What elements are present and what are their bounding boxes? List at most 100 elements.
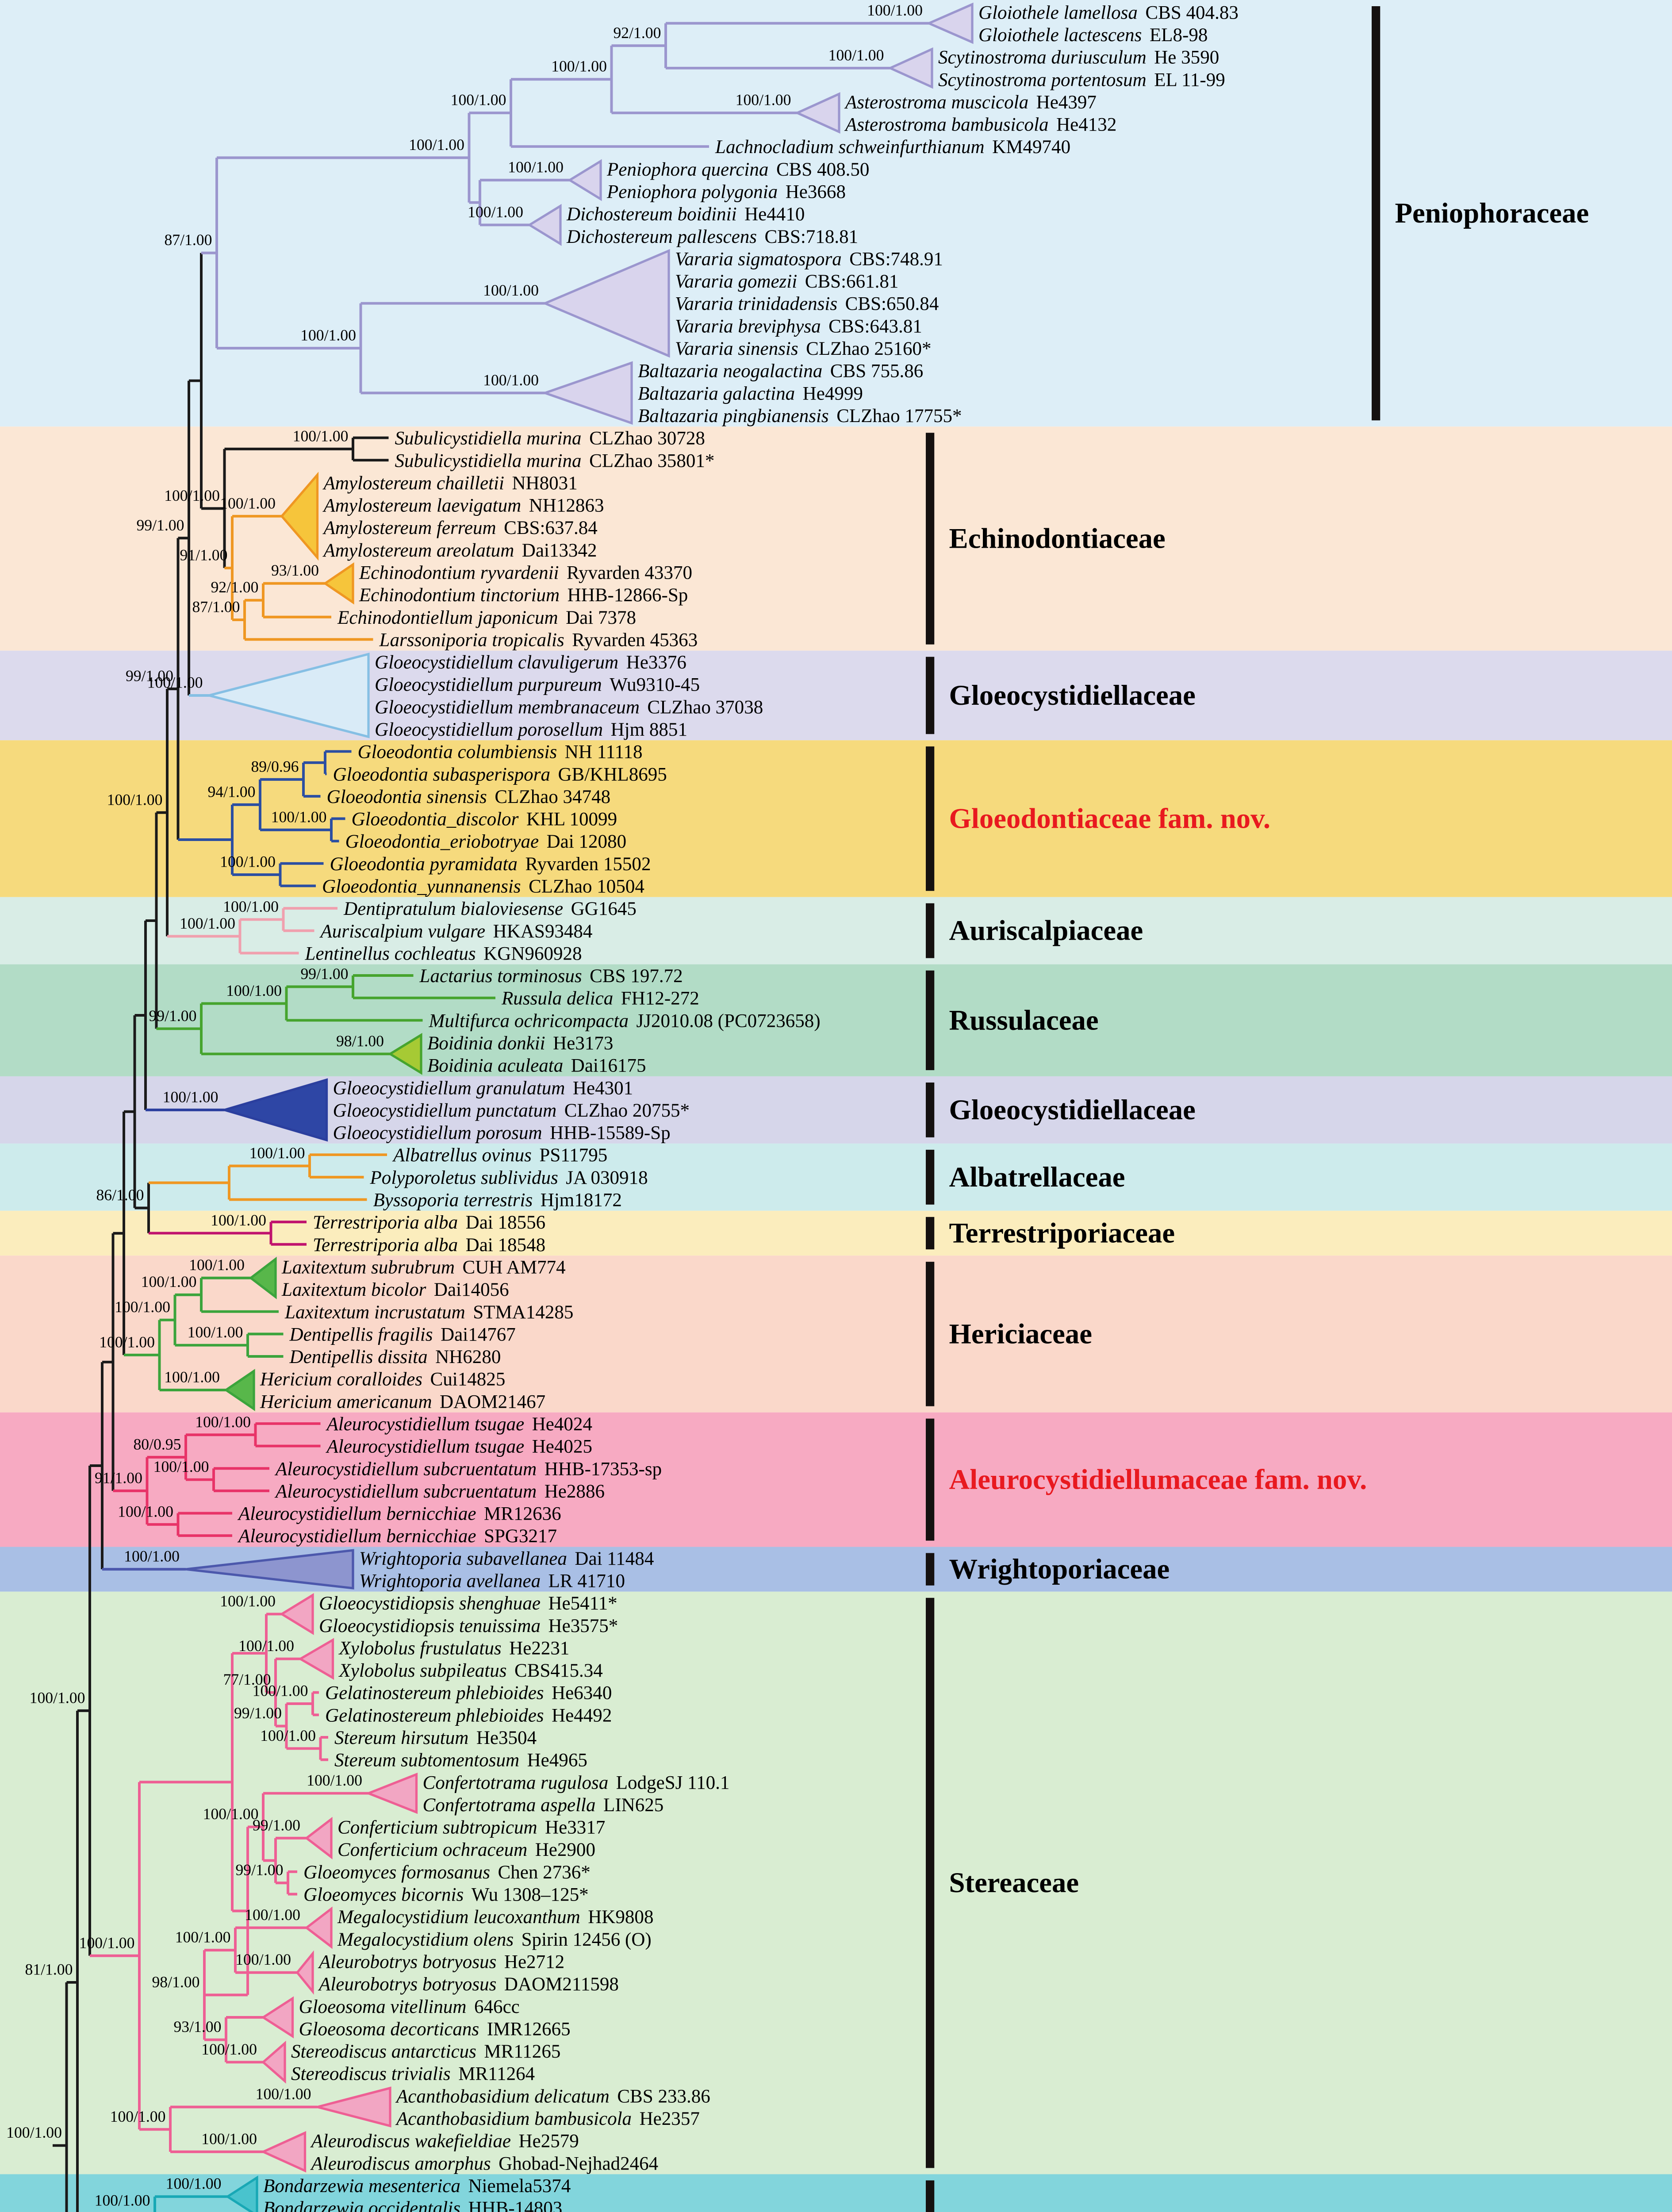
family-label: Peniophoraceae — [1395, 197, 1589, 229]
support-value: 100/1.00 — [220, 494, 276, 512]
collapsed-clade-triangle — [225, 2175, 258, 2212]
collapsed-clade-triangle — [313, 2086, 391, 2128]
support-value: 100/1.00 — [141, 1273, 197, 1290]
support-value: 87/1.00 — [192, 598, 240, 616]
family-band — [0, 1210, 1672, 1256]
collapsed-clade-triangle — [527, 204, 562, 246]
support-value: 100/1.00 — [188, 1323, 243, 1341]
taxon-label: Gloeodontia sinensis CLZhao 34748 — [327, 787, 611, 807]
taxon-label: Aleurodiscus amorphus Ghobad-Nejhad2464 — [310, 2153, 659, 2174]
collapsed-clade-triangle — [224, 1369, 255, 1411]
taxon-label: Aleurobotrys botryosus DAOM211598 — [318, 1974, 619, 1995]
taxon-label: Gloeocystidiellum granulatum He4301 — [333, 1078, 633, 1098]
support-value: 100/1.00 — [220, 1592, 276, 1610]
taxon-label: Lachnocladium schweinfurthianum KM49740 — [715, 137, 1070, 157]
collapsed-clade-triangle — [261, 2040, 286, 2084]
taxon-label: Aleurocystidiellum tsugae He4024 — [326, 1414, 593, 1435]
taxon-label: Vararia breviphysa CBS:643.81 — [675, 316, 922, 337]
collapsed-clade-triangle — [926, 2, 974, 44]
family-bar — [926, 970, 935, 1070]
support-value: 100/1.00 — [271, 808, 327, 826]
taxon-label: Boidinia aculeata Dai16175 — [427, 1056, 646, 1076]
support-value: 99/1.00 — [136, 516, 184, 534]
taxon-label: Wrightoporia avellanea LR 41710 — [359, 1571, 625, 1592]
family-label: Auriscalpiaceae — [949, 915, 1143, 947]
taxon-label: Xylobolus subpileatus CBS415.34 — [338, 1660, 603, 1681]
taxon-label: Amylostereum ferreum CBS:637.84 — [322, 518, 598, 538]
collapsed-clade-triangle — [794, 92, 840, 134]
taxon-label: Baltazaria neogalactina CBS 755.86 — [638, 361, 923, 382]
support-value: 100/1.00 — [180, 914, 235, 932]
taxon-label: Dichostereum pallescens CBS:718.81 — [566, 227, 858, 247]
support-value: 100/1.00 — [220, 853, 276, 871]
taxon-label: Gloiothele lamellosa CBS 404.83 — [978, 2, 1239, 23]
taxon-label: Gloeocystidiellum purpureum Wu9310-45 — [375, 675, 700, 695]
taxon-label: Acanthobasidium bambusicola He2357 — [395, 2108, 700, 2129]
taxon-label: Aleurocystidiellum bernicchiae SPG3217 — [237, 1526, 557, 1547]
support-value: 100/1.00 — [195, 1413, 251, 1431]
family-labels: Peniophoraceae Echinodontiaceae Gloeocysti… — [926, 6, 1589, 2212]
taxon-label: Confertotrama aspella LIN625 — [423, 1795, 664, 1816]
collapsed-clade-triangle — [298, 1638, 334, 1680]
family-bar — [926, 1553, 935, 1586]
taxon-label: Laxitextum subrubrum CUH AM774 — [281, 1257, 566, 1278]
taxon-label: Echinodontium tinctorium HHB-12866-Sp — [359, 585, 688, 606]
taxon-label: Stereum hirsutum He3504 — [334, 1728, 537, 1748]
taxon-label: Boidinia donkii He3173 — [427, 1033, 613, 1054]
family-band — [0, 1412, 1672, 1547]
taxon-label: Gloeodontia_eriobotryae Dai 12080 — [345, 831, 627, 852]
support-value: 100/1.00 — [223, 898, 279, 915]
support-value: 100/1.00 — [483, 281, 539, 299]
family-label: Hericiaceae — [949, 1318, 1093, 1350]
taxon-label: Aleurocystidiellum subcruentatum He2886 — [274, 1481, 605, 1502]
support-value: 100/1.00 — [153, 1458, 209, 1475]
taxon-label: Megalocystidium olens Spirin 12456 (O) — [337, 1929, 652, 1950]
support-value: 99/1.00 — [126, 667, 173, 685]
support-value: 100/1.00 — [249, 1144, 305, 1162]
support-value: 100/1.00 — [147, 673, 203, 691]
family-band — [0, 0, 1672, 427]
support-value: 100/1.00 — [164, 487, 220, 504]
support-value: 100/1.00 — [201, 2130, 257, 2147]
family-band — [0, 426, 1672, 651]
support-value: 100/1.00 — [95, 2192, 150, 2209]
taxon-label: Conferticium subtropicum He3317 — [337, 1817, 605, 1838]
taxon-label: Aleurobotrys botryosus He2712 — [318, 1951, 564, 1972]
support-value: 91/1.00 — [95, 1469, 142, 1486]
collapsed-clade-triangle — [365, 1772, 418, 1814]
taxon-label: Dentipellis dissita NH6280 — [289, 1347, 501, 1367]
taxon-label: Echinodontiellum japonicum Dai 7378 — [337, 607, 636, 628]
support-value: 100/1.00 — [483, 371, 539, 389]
support-value: 92/1.00 — [613, 24, 661, 42]
support-value: 100/1.00 — [736, 91, 791, 109]
taxon-label: Hericium americanum DAOM21467 — [260, 1391, 545, 1412]
collapsed-clade-triangle — [567, 159, 602, 201]
taxon-label: Bondarzewia mesenterica Niemela5374 — [263, 2176, 571, 2197]
taxon-label: Hericium coralloides Cui14825 — [260, 1369, 505, 1390]
taxon-label: Vararia trinidadensis CBS:650.84 — [675, 294, 939, 315]
family-bar — [926, 2180, 935, 2212]
collapsed-clade-triangle — [279, 1593, 314, 1635]
taxon-label: Auriscalpium vulgare HKAS93484 — [319, 921, 593, 942]
taxon-label: Gloiothele lactescens EL8-98 — [978, 25, 1208, 46]
support-value: 87/1.00 — [164, 231, 212, 249]
support-value: 100/1.00 — [79, 1934, 135, 1951]
taxon-label: Baltazaria pingbianensis CLZhao 17755* — [638, 406, 962, 426]
support-value: 100/1.00 — [107, 791, 163, 808]
support-value: 92/1.00 — [211, 578, 258, 596]
taxon-label: Aleurocystidiellum subcruentatum HHB-1735… — [274, 1459, 662, 1479]
taxon-label: Russula delica FH12-272 — [501, 988, 699, 1009]
support-value: 100/1.00 — [300, 326, 356, 344]
support-value: 80/0.95 — [133, 1435, 181, 1453]
taxon-label: Laxitextum incrustatum STMA14285 — [284, 1302, 573, 1323]
taxon-label: Vararia gomezii CBS:661.81 — [675, 271, 898, 292]
support-value: 100/1.00 — [211, 1211, 266, 1229]
family-bar — [926, 1149, 935, 1205]
support-value: 100/1.00 — [245, 1906, 300, 1924]
family-label: Gloeodontiaceae fam. nov. — [949, 803, 1271, 835]
taxon-label: Peniophora polygonia He3668 — [606, 182, 846, 203]
support-value: 100/1.00 — [110, 2108, 166, 2125]
family-label: Echinodontiaceae — [949, 522, 1166, 554]
support-value: 100/1.00 — [6, 2124, 62, 2141]
